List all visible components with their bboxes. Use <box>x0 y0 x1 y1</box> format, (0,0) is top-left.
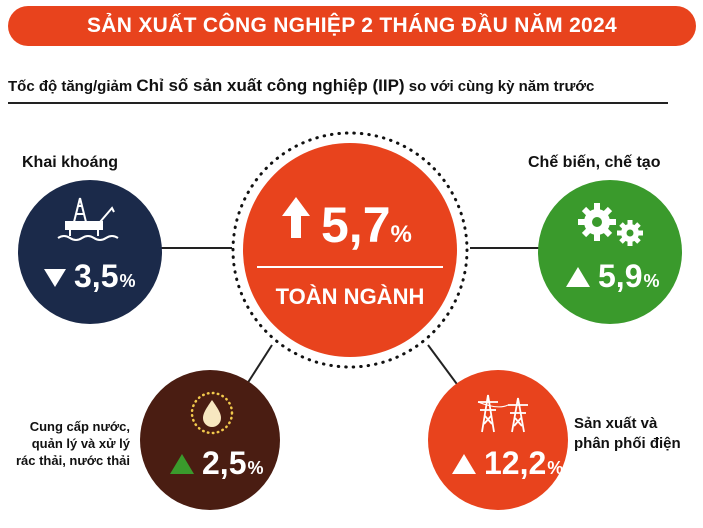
subtitle-suffix: so với cùng kỳ năm trước <box>404 78 595 95</box>
water-label-line1: Cung cấp nước, <box>29 419 130 434</box>
up-arrow-icon <box>282 197 310 238</box>
power-value-number: 12,2 <box>484 445 547 481</box>
water-label: Cung cấp nước, quản lý và xử lý rác thải… <box>6 418 130 469</box>
water-value-pct: % <box>247 458 264 478</box>
water-value-number: 2,5 <box>202 445 247 481</box>
down-triangle-icon <box>44 269 66 287</box>
total-value: 5,7 % <box>321 196 412 254</box>
water-drop-icon <box>190 391 234 435</box>
water-label-line2: quản lý và xử lý <box>31 436 130 451</box>
water-label-line3: rác thải, nước thải <box>15 453 130 468</box>
subtitle-main: Chỉ số sản xuất công nghiệp (IIP) <box>136 76 405 95</box>
mining-value: 3,5 % <box>44 258 136 295</box>
power-value-pct: % <box>547 458 564 478</box>
total-value-pct: % <box>390 221 412 248</box>
mining-value-pct: % <box>119 271 136 291</box>
page-title: SẢN XUẤT CÔNG NGHIỆP 2 THÁNG ĐẦU NĂM 202… <box>8 6 696 46</box>
power-label-line2: phân phối điện <box>574 435 681 452</box>
oil-rig-icon <box>57 197 119 241</box>
power-tower-icon <box>477 394 528 433</box>
subtitle-prefix: Tốc độ tăng/giảm <box>8 78 137 95</box>
power-value: 12,2 % <box>452 445 563 482</box>
manufacturing-circle <box>538 180 682 324</box>
mining-value-number: 3,5 <box>74 258 119 294</box>
mining-circle <box>18 180 162 324</box>
manufacturing-label: Chế biến, chế tạo <box>528 154 661 171</box>
total-circle <box>243 143 457 357</box>
power-circle <box>428 370 568 510</box>
manufacturing-value-number: 5,9 <box>598 258 643 294</box>
total-value-number: 5,7 <box>321 197 391 253</box>
total-label: TOÀN NGÀNH <box>275 284 425 309</box>
manufacturing-value-pct: % <box>643 271 660 291</box>
mining-label: Khai khoáng <box>22 154 119 171</box>
water-circle <box>140 370 280 510</box>
power-label: Sản xuất và phân phối điện <box>574 414 681 454</box>
up-triangle-icon <box>452 454 476 474</box>
chart-subtitle: Tốc độ tăng/giảm Chỉ số sản xuất công ng… <box>8 76 668 104</box>
manufacturing-value: 5,9 % <box>566 258 660 295</box>
gears-icon <box>578 203 643 246</box>
water-value: 2,5 % <box>170 445 264 482</box>
total-dotted-ring <box>231 131 469 369</box>
up-triangle-icon <box>170 454 194 474</box>
up-triangle-icon <box>566 267 590 287</box>
power-label-line1: Sản xuất và <box>574 415 658 432</box>
